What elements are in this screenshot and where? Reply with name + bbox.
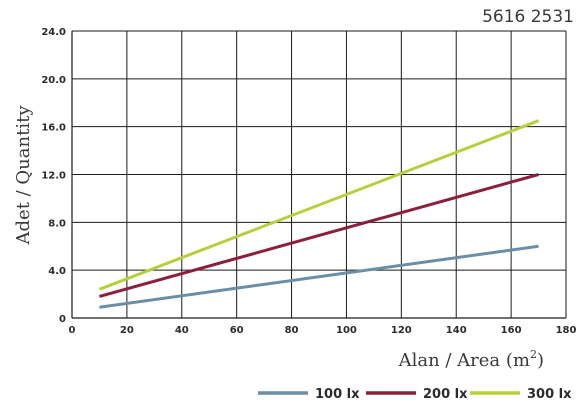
x-tick-label: 180 — [556, 325, 577, 336]
legend: 100 lx 200 lx 300 lx — [258, 387, 572, 402]
y-tick-label: 24.0 — [41, 27, 66, 38]
series-lines — [98, 119, 540, 309]
chart-title: 5616 2531 — [482, 7, 574, 27]
x-axis-label: Alan / Area (m2) — [398, 348, 544, 371]
x-tick-label: 60 — [230, 325, 244, 336]
y-tick-label: 16.0 — [41, 123, 66, 134]
y-tick-label: 12.0 — [41, 171, 66, 182]
series-line-300-lx — [98, 119, 540, 291]
series-line-200-lx — [99, 173, 539, 298]
x-tick-label: 0 — [69, 325, 76, 336]
y-tick-labels: 0 4.0 8.0 12.0 16.0 20.0 24.0 — [41, 27, 66, 325]
legend-label: 100 lx — [315, 387, 360, 402]
legend-label: 200 lx — [423, 387, 468, 402]
x-tick-label: 20 — [120, 325, 134, 336]
x-tick-label: 80 — [285, 325, 299, 336]
x-tick-label: 40 — [175, 325, 189, 336]
y-tick-label: 0 — [59, 314, 66, 325]
grid — [72, 30, 567, 318]
x-axis-label-superscript: 2 — [530, 348, 537, 361]
x-tick-label: 160 — [501, 325, 522, 336]
x-tick-label: 100 — [336, 325, 357, 336]
legend-label: 300 lx — [527, 387, 572, 402]
series-line-100-lx — [99, 244, 539, 309]
y-tick-label: 8.0 — [48, 218, 66, 229]
y-axis-label: Adet / Quantity — [13, 105, 34, 246]
x-tick-label: 120 — [391, 325, 412, 336]
x-axis-label-close: ) — [537, 350, 544, 371]
y-tick-label: 4.0 — [48, 266, 66, 277]
axes — [71, 31, 566, 319]
x-axis-label-main: Alan / Area (m — [398, 350, 530, 371]
y-tick-label: 20.0 — [41, 75, 66, 86]
x-tick-labels: 0 20 40 60 80 100 120 140 160 180 — [69, 325, 577, 336]
x-tick-label: 140 — [446, 325, 467, 336]
